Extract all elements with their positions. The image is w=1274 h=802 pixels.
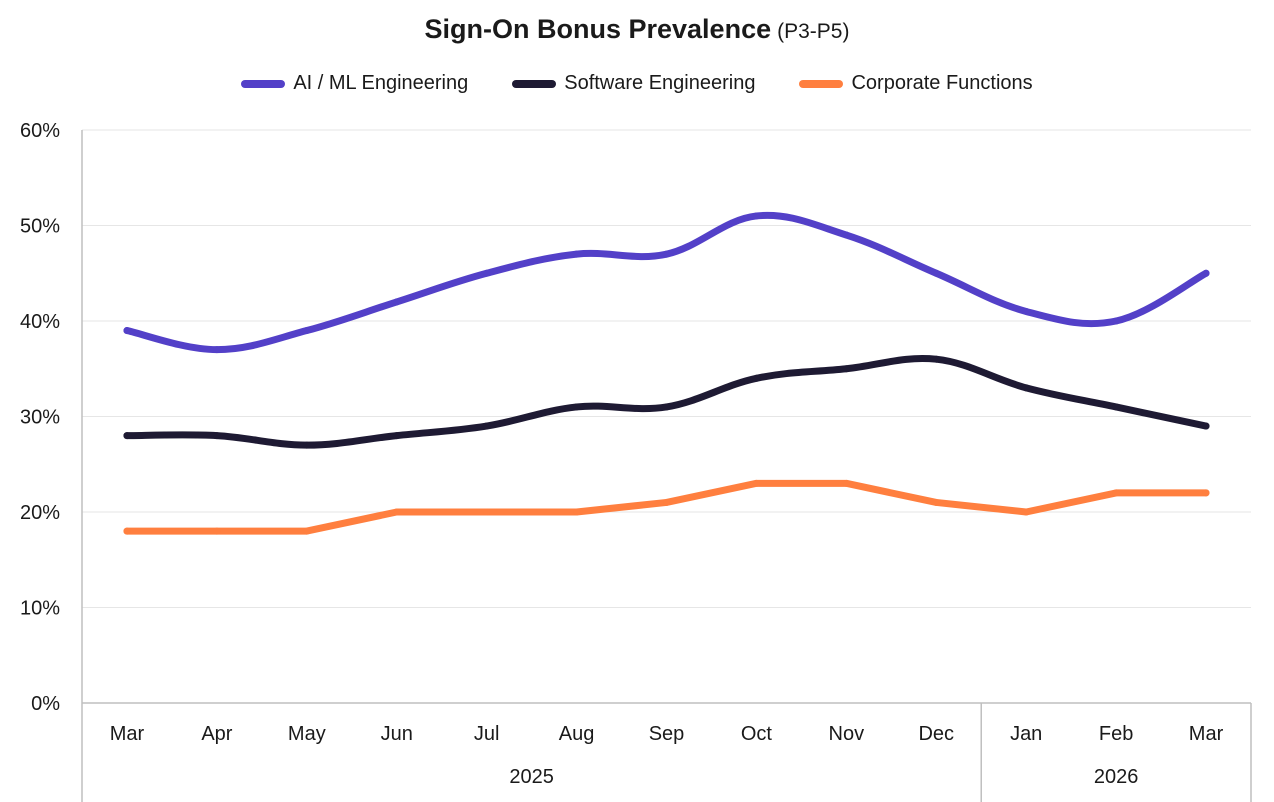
data-point-software-engineering: [1202, 422, 1210, 430]
data-point-corporate-functions: [483, 508, 491, 516]
data-point-software-engineering: [842, 365, 850, 373]
legend-label-software: Software Engineering: [564, 72, 756, 94]
data-point-software-engineering: [393, 432, 401, 440]
legend-item-ai-ml: AI / ML Engineering: [241, 72, 468, 95]
y-tick-label: 60%: [20, 120, 60, 142]
data-point-software-engineering: [573, 403, 581, 411]
data-point-ai-ml-engineering: [393, 298, 401, 306]
legend-swatch-corporate: [799, 79, 844, 88]
y-tick-label: 10%: [20, 598, 60, 620]
data-point-ai-ml-engineering: [1202, 269, 1210, 277]
y-tick-label: 50%: [20, 216, 60, 238]
data-point-corporate-functions: [1202, 489, 1210, 497]
legend-label-corporate: Corporate Functions: [851, 72, 1033, 94]
x-tick-label: May: [288, 723, 326, 745]
data-point-corporate-functions: [393, 508, 401, 516]
x-tick-label: Jun: [381, 723, 413, 745]
data-point-ai-ml-engineering: [842, 231, 850, 239]
data-point-ai-ml-engineering: [1112, 317, 1120, 325]
data-point-ai-ml-engineering: [932, 269, 940, 277]
series-line-ai-ml-engineering: [123, 211, 1210, 354]
data-point-ai-ml-engineering: [483, 269, 491, 277]
legend-item-corporate: Corporate Functions: [799, 72, 1033, 95]
data-point-software-engineering: [1112, 403, 1120, 411]
x-tick-label: Apr: [201, 723, 232, 745]
x-tick-label: Jan: [1010, 723, 1042, 745]
chart-title-text: Sign-On Bonus Prevalence: [424, 14, 772, 44]
data-point-ai-ml-engineering: [663, 250, 670, 258]
x-tick-label: Jul: [474, 723, 500, 745]
data-point-corporate-functions: [123, 527, 131, 535]
data-point-corporate-functions: [752, 479, 760, 487]
data-point-corporate-functions: [932, 498, 940, 506]
x-group-label: 2026: [1094, 766, 1139, 788]
x-tick-label: Nov: [829, 723, 865, 745]
data-point-software-engineering: [303, 441, 311, 449]
x-group-label: 2025: [509, 766, 554, 788]
data-point-software-engineering: [123, 432, 131, 440]
legend-swatch-ai-ml: [241, 79, 286, 88]
data-point-ai-ml-engineering: [213, 346, 221, 354]
chart-subtitle: (P3-P5): [777, 20, 850, 43]
data-point-ai-ml-engineering: [123, 327, 131, 335]
x-tick-label: Oct: [741, 723, 773, 745]
data-point-corporate-functions: [1022, 508, 1030, 516]
data-point-ai-ml-engineering: [303, 327, 311, 335]
data-point-software-engineering: [1022, 384, 1030, 392]
legend: AI / ML Engineering Software Engineering…: [0, 72, 1274, 95]
x-tick-label: Feb: [1099, 723, 1133, 745]
chart-title: Sign-On Bonus Prevalence (P3-P5): [0, 14, 1274, 45]
data-point-software-engineering: [483, 422, 491, 430]
y-tick-label: 30%: [20, 407, 60, 429]
legend-label-ai-ml: AI / ML Engineering: [293, 72, 469, 94]
data-point-software-engineering: [663, 403, 670, 411]
data-point-corporate-functions: [573, 508, 581, 516]
x-tick-label: Mar: [1189, 723, 1224, 745]
y-tick-label: 40%: [20, 311, 60, 333]
y-tick-label: 20%: [20, 502, 60, 524]
data-point-ai-ml-engineering: [573, 250, 581, 258]
series-line-corporate-functions: [123, 479, 1210, 535]
data-point-ai-ml-engineering: [1022, 307, 1030, 315]
legend-swatch-software: [512, 79, 557, 88]
data-point-corporate-functions: [842, 479, 850, 487]
legend-item-software: Software Engineering: [512, 72, 755, 95]
data-point-corporate-functions: [663, 498, 670, 506]
x-tick-label: Mar: [110, 723, 145, 745]
data-point-ai-ml-engineering: [752, 212, 760, 220]
series-line-software-engineering: [123, 355, 1210, 449]
data-point-corporate-functions: [1112, 489, 1120, 497]
x-tick-label: Sep: [649, 723, 685, 745]
data-point-software-engineering: [932, 355, 940, 363]
data-point-software-engineering: [752, 374, 760, 382]
data-point-corporate-functions: [213, 527, 221, 535]
x-tick-label: Dec: [918, 723, 954, 745]
y-tick-label: 0%: [31, 693, 60, 715]
x-tick-label: Aug: [559, 723, 595, 745]
data-point-software-engineering: [213, 432, 221, 440]
data-point-corporate-functions: [303, 527, 311, 535]
